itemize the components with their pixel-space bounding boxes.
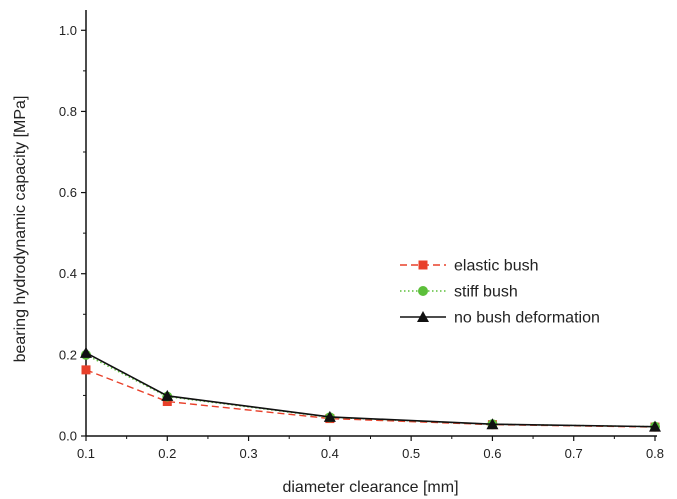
y-tick-label: 1.0 bbox=[59, 23, 77, 38]
legend-marker-no-bush-deformation bbox=[417, 311, 429, 322]
x-tick-label: 0.1 bbox=[77, 446, 95, 461]
data-point-elastic-bush bbox=[81, 365, 91, 375]
data-point-no-bush-deformation bbox=[323, 410, 336, 422]
x-tick-label: 0.7 bbox=[565, 446, 583, 461]
series-line-no-bush-deformation bbox=[85, 352, 656, 428]
data-point-no-bush-deformation bbox=[80, 346, 92, 358]
y-axis-title: bearing hydrodynamic capacity [MPa] bbox=[12, 96, 29, 363]
y-tick-label: 0.6 bbox=[59, 185, 77, 200]
y-tick-label: 0.2 bbox=[59, 347, 77, 362]
series-layer bbox=[80, 346, 661, 432]
x-axis-title: diameter clearance [mm] bbox=[282, 479, 458, 496]
legend-marker-stiff-bush bbox=[418, 286, 428, 296]
x-tick-label: 0.4 bbox=[321, 446, 339, 461]
legend-label-no-bush-deformation: no bush deformation bbox=[454, 310, 600, 327]
y-ticks: 0.0 0.2 0.4 0.6 0.8 1.0 bbox=[59, 23, 86, 444]
y-tick-label: 0.8 bbox=[59, 104, 77, 119]
legend: elastic bush stiff bush no bush deformatio… bbox=[400, 258, 600, 327]
series-line-stiff-bush bbox=[85, 354, 656, 428]
series-no-bush-deformation bbox=[80, 346, 661, 432]
x-tick-label: 0.8 bbox=[646, 446, 664, 461]
legend-label-elastic-bush: elastic bush bbox=[454, 258, 539, 275]
legend-item-no-bush-deformation: no bush deformation bbox=[400, 310, 600, 327]
x-tick-label: 0.6 bbox=[483, 446, 501, 461]
legend-item-elastic-bush: elastic bush bbox=[400, 258, 539, 275]
data-point-no-bush-deformation bbox=[649, 420, 661, 432]
y-tick-label: 0.0 bbox=[59, 429, 77, 444]
x-tick-label: 0.5 bbox=[402, 446, 420, 461]
x-ticks: 0.1 0.2 0.3 0.4 0.5 0.6 0.7 0.8 bbox=[77, 436, 664, 461]
x-tick-label: 0.2 bbox=[158, 446, 176, 461]
axes bbox=[85, 10, 657, 437]
x-tick-label: 0.3 bbox=[240, 446, 258, 461]
y-tick-label: 0.4 bbox=[59, 266, 77, 281]
legend-marker-elastic-bush bbox=[418, 260, 428, 270]
legend-item-stiff-bush: stiff bush bbox=[400, 284, 518, 301]
data-point-no-bush-deformation bbox=[161, 389, 174, 401]
data-point-no-bush-deformation bbox=[486, 418, 499, 430]
legend-label-stiff-bush: stiff bush bbox=[454, 284, 518, 301]
